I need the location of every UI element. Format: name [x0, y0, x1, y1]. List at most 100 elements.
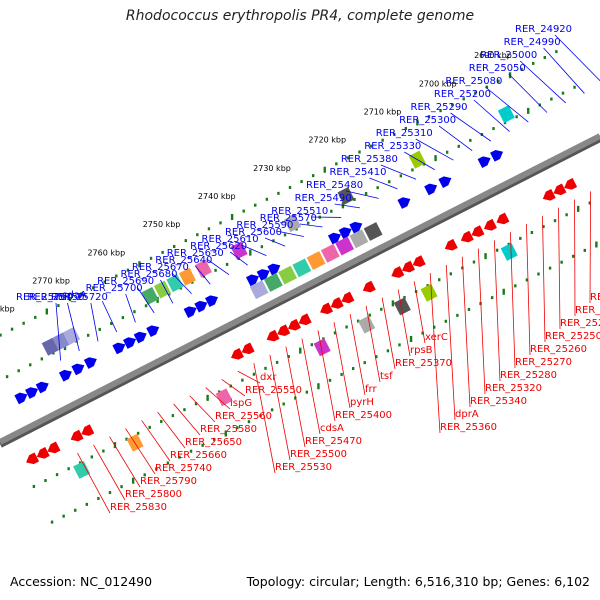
scale-tick [0, 333, 2, 337]
scale-tick [364, 192, 368, 196]
gene-label: RER_25080 [445, 76, 502, 87]
leader-line [369, 177, 398, 190]
gene-label: RER_25720 [51, 292, 108, 303]
scale-tick [161, 250, 164, 254]
scale-tick [97, 496, 100, 500]
reverse-gene-arrow-shape [26, 452, 40, 465]
scale-tick [275, 360, 279, 364]
forward-gene-arrow [477, 156, 491, 169]
scale-tick [530, 230, 534, 234]
reverse-gene-arrow [241, 342, 255, 355]
reverse-gene-arrow [288, 318, 301, 331]
forward-gene-arrow [25, 387, 39, 399]
ticks-layer [0, 50, 598, 524]
scale-tick [74, 508, 77, 512]
scale-tick [260, 245, 264, 249]
reverse-gene-arrow-shape [391, 266, 405, 278]
gene-label: RER_25320 [485, 383, 542, 394]
scale-tick [264, 366, 267, 370]
scale-tick [375, 355, 378, 359]
forward-gene-arrow [112, 342, 126, 355]
scale-tick [219, 221, 222, 225]
reverse-gene-arrow [81, 424, 95, 436]
category-tile-shape [178, 267, 196, 286]
leader-line [221, 379, 246, 397]
scale-tick [115, 274, 118, 278]
scale-label: 2730 kbp [253, 164, 291, 173]
forward-gene-arrow-shape [35, 381, 49, 394]
category-tile-shape [306, 251, 326, 271]
gene-label: RER_25760 [16, 292, 73, 303]
forward-gene-arrow-shape [256, 269, 270, 281]
scale-tick [497, 79, 500, 83]
leader-line [438, 125, 473, 151]
gene-label: RER_25330 [364, 141, 421, 152]
leader-line [558, 207, 561, 330]
scale-tick [456, 313, 459, 317]
gene-label: RER_25580 [200, 424, 257, 435]
leader-line [415, 138, 454, 161]
category-tile [284, 214, 302, 233]
leader-line [93, 444, 126, 501]
leader-line [195, 265, 211, 285]
scale-tick [108, 491, 112, 495]
labels-layer: 2690 kbp 2700 kbp 2710 kbp 2720 kbp 2730 kbp… [0, 24, 600, 514]
scale-tick [519, 236, 522, 240]
reverse-gene-arrow-shape [81, 424, 95, 436]
scale-tick [171, 414, 175, 418]
forward-gene-arrow-shape [327, 232, 341, 245]
leader-line [141, 420, 171, 462]
scale-tick [358, 150, 361, 154]
forward-gene-arrow-shape [267, 263, 281, 276]
scale-tick [103, 280, 106, 284]
category-tile [52, 332, 70, 351]
scale-tick [543, 56, 546, 60]
scale-tick [249, 249, 252, 256]
scale-label: 2720 kbp [308, 136, 346, 145]
scale-tick [449, 272, 453, 276]
leader-line [381, 297, 396, 370]
reverse-gene-arrow [230, 347, 244, 360]
leader-line [526, 224, 531, 356]
gene-label: RER_25830 [110, 502, 167, 513]
reverse-gene-arrow-shape [362, 280, 376, 293]
leader-line [171, 272, 192, 295]
scale-tick [22, 321, 25, 325]
category-tile [500, 242, 518, 261]
gene-label: tsf [380, 371, 393, 382]
scale-label: 2700 kbp [419, 79, 457, 88]
scale-tick [340, 372, 343, 376]
scale-tick [490, 296, 494, 300]
scale-tick [44, 479, 47, 483]
category-tile [358, 315, 376, 334]
forward-gene-arrow [327, 232, 341, 245]
scale-label: 2780 kbp [0, 305, 15, 314]
reverse-gene-arrow [471, 225, 485, 237]
scale-tick [445, 150, 449, 154]
forward-gene-arrow [194, 300, 208, 313]
leader-line [333, 322, 351, 409]
gene-label: RER_25500 [290, 449, 347, 460]
scale-tick [5, 375, 9, 379]
reverse-gene-arrow-shape [288, 318, 301, 331]
scale-tick [310, 343, 314, 347]
scale-tick [63, 344, 67, 351]
scale-tick [381, 138, 384, 142]
gene-label: RER_25230 [575, 305, 600, 316]
scale-tick [393, 132, 396, 136]
category-tile [349, 229, 369, 249]
scale-tick [520, 67, 523, 71]
scale-tick [583, 248, 586, 252]
leader-line [334, 203, 361, 209]
reverse-gene-arrow-shape [277, 324, 291, 336]
scale-tick [434, 155, 437, 162]
reverse-gene-arrow-shape [298, 313, 312, 326]
gene-label: RER_25050 [469, 63, 526, 74]
leader-line [301, 338, 321, 435]
scale-tick [300, 180, 303, 184]
leader-line [189, 395, 216, 423]
scale-tick [317, 383, 320, 390]
scale-tick [595, 241, 598, 248]
gene-label: RER_25340 [470, 396, 527, 407]
